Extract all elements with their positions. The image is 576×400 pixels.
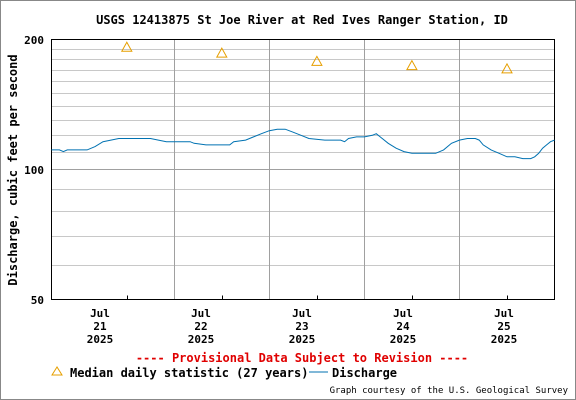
median-marker-4 [406, 59, 418, 71]
x-tick-year-2: 2025 [188, 333, 215, 346]
y-tick-label-100: 100 [24, 164, 44, 177]
median-marker-3 [311, 55, 323, 66]
x-tick-month-4: Jul [393, 307, 413, 320]
x-tick-year-3: 2025 [289, 333, 316, 346]
y-tick-label-50: 50 [31, 294, 44, 307]
median-marker-2 [215, 47, 228, 58]
y-axis-ticks: 200 100 50 [24, 34, 44, 307]
x-tick-year-1: 2025 [87, 333, 114, 346]
legend-triangle-icon [51, 366, 63, 376]
grid-layer [51, 39, 555, 300]
legend-label-median: Median daily statistic (27 years) [70, 366, 308, 380]
x-tick-month-2: Jul [191, 307, 211, 320]
legend: Median daily statistic (27 years) Discha… [51, 366, 397, 380]
x-tick-day-5: 25 [497, 320, 510, 333]
median-marker-1 [120, 41, 133, 52]
legend-label-discharge: Discharge [332, 366, 397, 380]
discharge-line [51, 128, 555, 160]
series-layer [51, 128, 555, 160]
x-tick-month-3: Jul [292, 307, 312, 320]
x-axis-ticks: Jul 21 2025 Jul 22 2025 Jul 23 2025 Jul … [87, 307, 518, 346]
x-tick-day-1: 21 [93, 320, 107, 333]
x-tick-year-5: 2025 [491, 333, 518, 346]
median-markers-layer [120, 41, 513, 74]
chart-title: USGS 12413875 St Joe River at Red Ives R… [96, 13, 508, 27]
x-tick-day-2: 22 [194, 320, 207, 333]
y-tick-label-200: 200 [24, 34, 44, 47]
x-tick-day-3: 23 [295, 320, 308, 333]
y-axis-label: Discharge, cubic feet per second [6, 54, 20, 285]
graph-credit: Graph courtesy of the U.S. Geological Su… [330, 386, 569, 396]
x-tick-month-5: Jul [494, 307, 514, 320]
x-tick-year-4: 2025 [390, 333, 417, 346]
x-tick-day-4: 24 [396, 320, 410, 333]
median-marker-5 [501, 62, 513, 74]
plot-area-border [51, 39, 555, 300]
x-tick-month-1: Jul [90, 307, 110, 320]
provisional-notice: ---- Provisional Data Subject to Revisio… [136, 351, 468, 365]
